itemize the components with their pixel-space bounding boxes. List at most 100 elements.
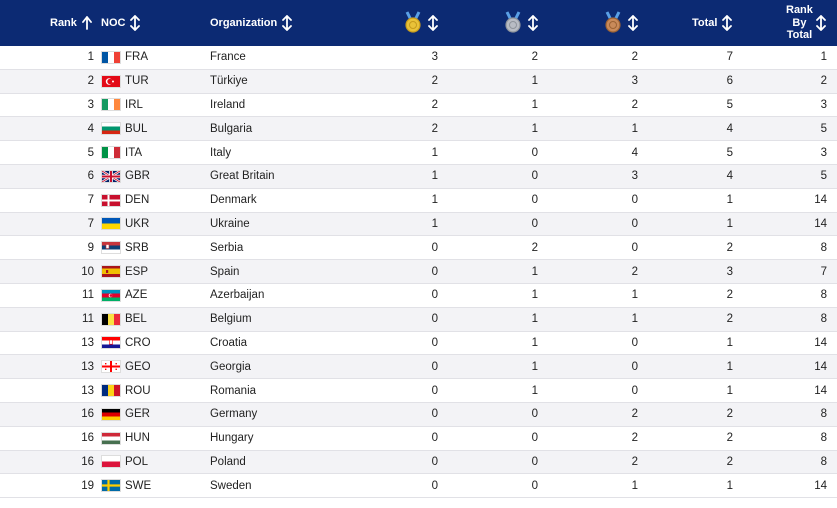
table-row[interactable]: 7 DEN Denmark 1 0 0 1 14	[0, 189, 837, 213]
dk-flag-icon	[101, 193, 121, 207]
gold-column-header[interactable]	[403, 0, 438, 46]
noc-code[interactable]: ROU	[125, 384, 151, 397]
noc-code[interactable]: FRA	[125, 51, 148, 64]
bronze-count-cell: 1	[631, 313, 638, 326]
table-row[interactable]: 7 UKR Ukraine 1 0 0 1 14	[0, 212, 837, 237]
noc-code[interactable]: AZE	[125, 289, 148, 302]
sort-icon[interactable]	[528, 15, 538, 31]
noc-cell[interactable]: ESP	[101, 260, 161, 283]
table-row[interactable]: 19 SWE Sweden 0 0 1 1 14	[0, 474, 837, 499]
sort-ascending-icon[interactable]	[82, 16, 92, 30]
table-row[interactable]: 10 ESP Spain 0 1 2 3 7	[0, 260, 837, 284]
noc-cell[interactable]: BEL	[101, 308, 161, 331]
noc-code[interactable]: UKR	[125, 217, 150, 230]
table-row[interactable]: 13 CRO Croatia 0 1 0 1 14	[0, 332, 837, 356]
rank-cell: 7	[87, 194, 94, 207]
organization-column-header[interactable]: Organization	[210, 0, 293, 46]
table-body: 1 FRA France 3 2 2 7 1 2 TUR Türkiye 2 1 3 6 2 3 IRL Irela…	[0, 46, 837, 499]
rank-cell: 7	[87, 217, 94, 230]
rank-by-total-cell: 14	[814, 217, 827, 230]
noc-cell[interactable]: GEO	[101, 355, 161, 378]
rank-by-total-cell: 7	[820, 265, 827, 278]
noc-code[interactable]: GBR	[125, 170, 150, 183]
noc-cell[interactable]: BUL	[101, 117, 161, 140]
organization-cell: Türkiye	[210, 75, 248, 88]
table-row[interactable]: 9 SRB Serbia 0 2 0 2 8	[0, 236, 837, 261]
noc-code[interactable]: CRO	[125, 336, 151, 349]
table-row[interactable]: 16 HUN Hungary 0 0 2 2 8	[0, 427, 837, 451]
rs-flag-icon	[101, 241, 121, 255]
gold-count-cell: 2	[431, 122, 438, 135]
noc-code[interactable]: BEL	[125, 313, 147, 326]
bronze-count-cell: 2	[631, 455, 638, 468]
noc-code[interactable]: SWE	[125, 479, 152, 492]
table-row[interactable]: 3 IRL Ireland 2 1 2 5 3	[0, 94, 837, 118]
noc-cell[interactable]: HUN	[101, 427, 161, 450]
sort-icon[interactable]	[130, 15, 141, 31]
table-row[interactable]: 13 GEO Georgia 0 1 0 1 14	[0, 355, 837, 380]
noc-cell[interactable]: GER	[101, 403, 161, 426]
noc-cell[interactable]: ITA	[101, 141, 161, 164]
table-row[interactable]: 11 AZE Azerbaijan 0 1 1 2 8	[0, 284, 837, 308]
table-row[interactable]: 2 TUR Türkiye 2 1 3 6 2	[0, 69, 837, 94]
noc-column-header[interactable]: NOC	[101, 0, 141, 46]
sort-icon[interactable]	[816, 15, 826, 31]
noc-cell[interactable]: SWE	[101, 474, 161, 497]
organization-cell: Germany	[210, 408, 258, 421]
noc-cell[interactable]: DEN	[101, 189, 161, 212]
silver-count-cell: 1	[531, 98, 538, 111]
noc-code[interactable]: BUL	[125, 122, 148, 135]
total-count-cell: 1	[726, 479, 733, 492]
noc-cell[interactable]: POL	[101, 451, 161, 474]
bronze-count-cell: 3	[631, 75, 638, 88]
noc-code[interactable]: GEO	[125, 360, 151, 373]
noc-code[interactable]: GER	[125, 408, 150, 421]
organization-cell: Croatia	[210, 336, 248, 349]
total-column-header[interactable]: Total	[692, 0, 733, 46]
silver-count-cell: 1	[531, 265, 538, 278]
noc-cell[interactable]: ROU	[101, 379, 161, 402]
noc-cell[interactable]: AZE	[101, 284, 161, 307]
noc-code[interactable]: DEN	[125, 194, 150, 207]
silver-count-cell: 1	[531, 384, 538, 397]
noc-code[interactable]: POL	[125, 455, 149, 468]
noc-cell[interactable]: CRO	[101, 332, 161, 355]
noc-code[interactable]: ESP	[125, 265, 149, 278]
table-row[interactable]: 1 FRA France 3 2 2 7 1	[0, 46, 837, 70]
silver-column-header[interactable]	[503, 0, 538, 46]
table-row[interactable]: 6 GBR Great Britain 1 0 3 4 5	[0, 164, 837, 189]
noc-code[interactable]: IRL	[125, 98, 143, 111]
noc-cell[interactable]: GBR	[101, 165, 161, 188]
sort-icon[interactable]	[628, 15, 638, 31]
rank-cell: 10	[81, 265, 94, 278]
table-row[interactable]: 16 GER Germany 0 0 2 2 8	[0, 402, 837, 427]
table-row[interactable]: 4 BUL Bulgaria 2 1 1 4 5	[0, 117, 837, 142]
noc-code[interactable]: TUR	[125, 75, 149, 88]
bronze-column-header[interactable]	[603, 0, 638, 46]
table-row[interactable]: 5 ITA Italy 1 0 4 5 3	[0, 141, 837, 165]
organization-cell: Italy	[210, 146, 232, 159]
sort-icon[interactable]	[428, 15, 438, 31]
noc-cell[interactable]: FRA	[101, 46, 161, 69]
table-row[interactable]: 11 BEL Belgium 0 1 1 2 8	[0, 307, 837, 332]
sort-icon[interactable]	[722, 15, 733, 31]
noc-code[interactable]: SRB	[125, 241, 149, 254]
total-count-cell: 2	[726, 241, 733, 254]
noc-cell[interactable]: UKR	[101, 213, 161, 236]
noc-code[interactable]: ITA	[125, 146, 143, 159]
bronze-count-cell: 0	[631, 217, 638, 230]
silver-count-cell: 1	[531, 122, 538, 135]
table-row[interactable]: 16 POL Poland 0 0 2 2 8	[0, 450, 837, 475]
silver-count-cell: 0	[531, 170, 538, 183]
table-row[interactable]: 13 ROU Romania 0 1 0 1 14	[0, 379, 837, 403]
noc-cell[interactable]: IRL	[101, 94, 161, 117]
silver-count-cell: 0	[531, 455, 538, 468]
sort-icon[interactable]	[282, 15, 293, 31]
rank-column-header[interactable]: Rank	[50, 0, 92, 46]
total-count-cell: 1	[726, 360, 733, 373]
noc-cell[interactable]: TUR	[101, 70, 161, 93]
rank-by-total-column-header[interactable]: Rank By Total	[786, 0, 826, 46]
noc-cell[interactable]: SRB	[101, 236, 161, 259]
silver-count-cell: 1	[531, 289, 538, 302]
noc-code[interactable]: HUN	[125, 432, 150, 445]
